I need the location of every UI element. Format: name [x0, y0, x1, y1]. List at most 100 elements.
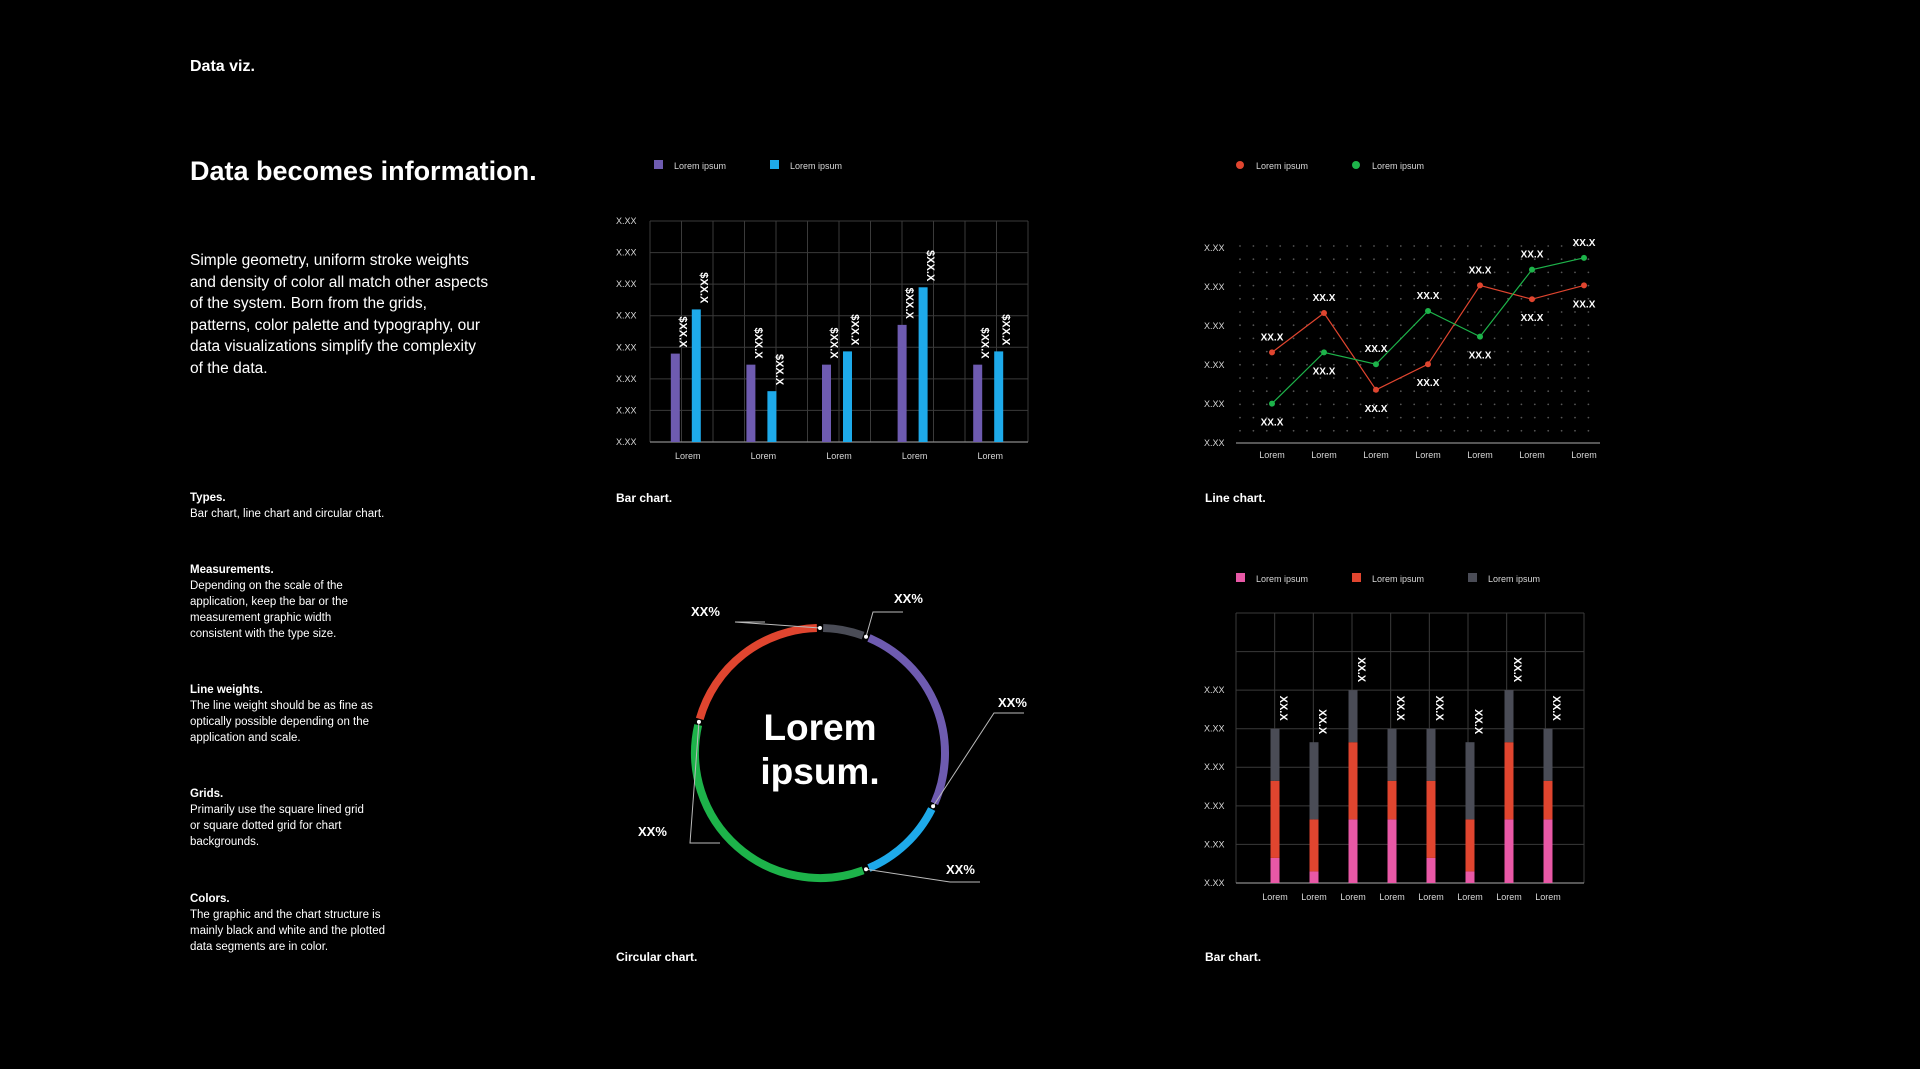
bar-segment — [1504, 819, 1514, 883]
leader-dot — [696, 719, 701, 724]
grid-dot — [1440, 337, 1442, 340]
grid-dot — [1279, 416, 1282, 419]
grid-dot — [1547, 416, 1550, 419]
data-point — [1581, 282, 1587, 289]
bar-segment — [1270, 780, 1280, 858]
grid-dot — [1386, 245, 1389, 247]
grid-dot — [1413, 311, 1416, 313]
grid-dot — [1279, 403, 1282, 406]
data-label: XX.X — [1417, 378, 1440, 389]
grid-dot — [1493, 363, 1496, 366]
grid-dot — [1466, 271, 1469, 274]
grid-dot — [1399, 390, 1402, 393]
data-label: XX.X — [1521, 250, 1544, 261]
y-tick-label: X.XX — [616, 311, 637, 321]
grid-dot — [1239, 403, 1241, 406]
grid-dot — [1480, 363, 1483, 366]
grid-dot — [1413, 390, 1416, 393]
grid-dot — [1373, 258, 1375, 261]
grid-dot — [1413, 297, 1416, 300]
note-body: The graphic and the chart structure is m… — [190, 909, 385, 953]
grid-dot — [1319, 258, 1322, 261]
grid-dot — [1587, 403, 1590, 406]
grid-dot — [1440, 258, 1442, 261]
grid-dot — [1265, 337, 1268, 340]
grid-dot — [1332, 258, 1335, 261]
grid-dot — [1279, 324, 1282, 327]
data-label: XX.X — [1277, 696, 1289, 722]
grid-dot — [1373, 297, 1375, 300]
grid-dot — [1239, 429, 1241, 432]
grid-dot — [1587, 429, 1590, 432]
grid-dot — [1560, 363, 1563, 366]
x-tick-label: Lorem — [1496, 892, 1522, 902]
grid-dot — [1292, 245, 1295, 247]
grid-dot — [1466, 258, 1469, 261]
grid-dot — [1319, 390, 1322, 393]
headline: Data becomes information. — [190, 156, 537, 186]
data-point — [1581, 254, 1587, 261]
grid-dot — [1252, 284, 1255, 287]
grid-dot — [1265, 403, 1268, 406]
grid-dot — [1346, 297, 1349, 300]
bar-segment — [1504, 690, 1514, 743]
grid-dot — [1574, 324, 1576, 327]
grid-dot — [1533, 363, 1536, 366]
grid-dot — [1399, 245, 1402, 247]
grid-dot — [1426, 377, 1429, 379]
caption-bar-chart: Bar chart. — [616, 491, 673, 505]
grid-dot — [1507, 324, 1509, 327]
grid-dot — [1252, 390, 1255, 393]
grid-dot — [1493, 429, 1496, 432]
grid-dot — [1547, 377, 1550, 379]
data-label: $XX.X — [828, 327, 840, 359]
grid-dot — [1560, 377, 1563, 379]
grid-dot — [1560, 390, 1563, 393]
grid-dot — [1359, 429, 1362, 432]
grid-dot — [1373, 324, 1375, 327]
grid-dot — [1292, 390, 1295, 393]
grid-dot — [1292, 271, 1295, 274]
bar — [897, 324, 907, 442]
grid-dot — [1279, 390, 1282, 393]
grid-dot — [1574, 284, 1576, 287]
grid-dot — [1507, 350, 1509, 353]
ring-segment — [867, 634, 949, 805]
x-tick-label: Lorem — [1340, 892, 1366, 902]
data-label: XX.X — [1365, 404, 1388, 415]
grid-dot — [1319, 284, 1322, 287]
grid-dot — [1520, 429, 1523, 432]
grid-dot — [1413, 377, 1416, 379]
grid-dot — [1265, 377, 1268, 379]
grid-dot — [1440, 363, 1442, 366]
data-label: $XX.X — [849, 314, 861, 346]
grid-dot — [1466, 403, 1469, 406]
grid-dot — [1493, 258, 1496, 261]
grid-dot — [1440, 297, 1442, 300]
grid-dot — [1520, 377, 1523, 379]
grid-dot — [1359, 324, 1362, 327]
grid-dot — [1440, 390, 1442, 393]
grid-dot — [1332, 377, 1335, 379]
grid-dot — [1493, 416, 1496, 419]
grid-dot — [1399, 324, 1402, 327]
grid-dot — [1426, 271, 1429, 274]
grid-dot — [1332, 245, 1335, 247]
grid-dot — [1533, 311, 1536, 313]
grid-dot — [1265, 258, 1268, 261]
grid-dot — [1292, 377, 1295, 379]
grid-dot — [1332, 337, 1335, 340]
bar-segment — [1465, 742, 1475, 820]
data-label: XX.X — [1417, 291, 1440, 302]
grid-dot — [1386, 429, 1389, 432]
grid-dot — [1399, 429, 1402, 432]
grid-dot — [1279, 311, 1282, 313]
bar-segment — [1309, 871, 1319, 883]
grid-dot — [1560, 297, 1563, 300]
grid-dot — [1265, 245, 1268, 247]
leader-line — [865, 611, 903, 637]
grid-dot — [1493, 311, 1496, 313]
x-tick-label: Lorem — [1415, 450, 1441, 460]
grid-dot — [1306, 429, 1308, 432]
